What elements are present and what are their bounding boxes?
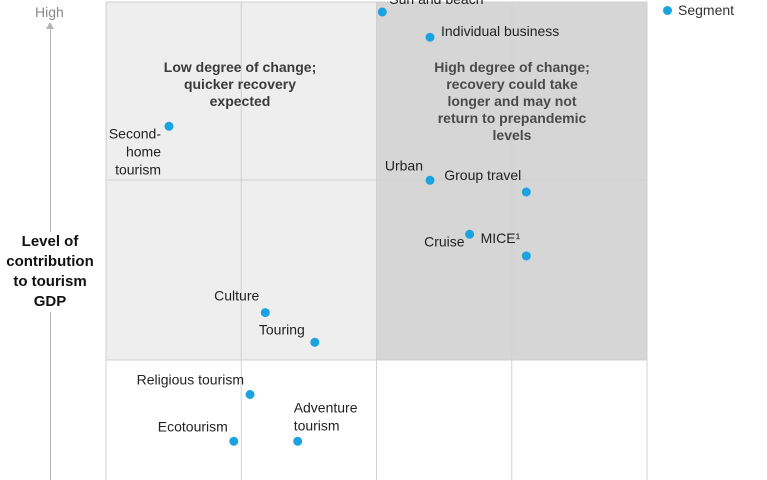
data-point-label: Urban [385,157,423,173]
data-point [229,436,239,446]
data-point-label: MICE¹ [481,230,521,246]
data-point-label: Religious tourism [137,372,244,388]
quadrant-label-top-right: High degree of change; recovery could ta… [434,59,590,143]
data-point [310,337,320,347]
data-point [260,308,270,318]
data-point [293,436,303,446]
data-point [425,32,435,42]
y-axis-title: Level of contribution to tourism GDP [2,232,98,312]
data-point-label: Touring [259,321,305,337]
data-point [377,7,387,17]
legend-label: Segment [678,2,735,18]
data-point-label-line: home [126,143,161,159]
data-point [164,121,174,131]
data-point-label: Culture [214,288,259,304]
data-point-label: Cruise [424,233,465,249]
data-point [245,390,255,399]
legend: Segment [663,2,734,18]
quadrant-label-top-left: Low degree of change; quicker recovery e… [163,59,317,109]
data-point-label-line: Adventure [294,399,358,415]
data-point-label: Second-home tourism [109,125,161,177]
data-point-label: Ecotourism [158,418,228,434]
data-point-label: Individual business [441,23,559,39]
legend-marker-icon [663,5,672,15]
data-point [521,187,531,197]
data-point-label-line: tourism [115,161,161,177]
data-point [465,229,475,239]
data-point-label-line: tourism [294,417,340,433]
data-point-label-line: Second- [109,125,161,141]
y-axis-high-label: High [35,4,64,20]
data-point [425,175,435,185]
data-point-label: Adventure tourism [294,399,358,433]
data-point-label: Sun and beach [389,0,483,7]
data-point [521,251,531,261]
data-point-label: Group travel [444,167,521,183]
